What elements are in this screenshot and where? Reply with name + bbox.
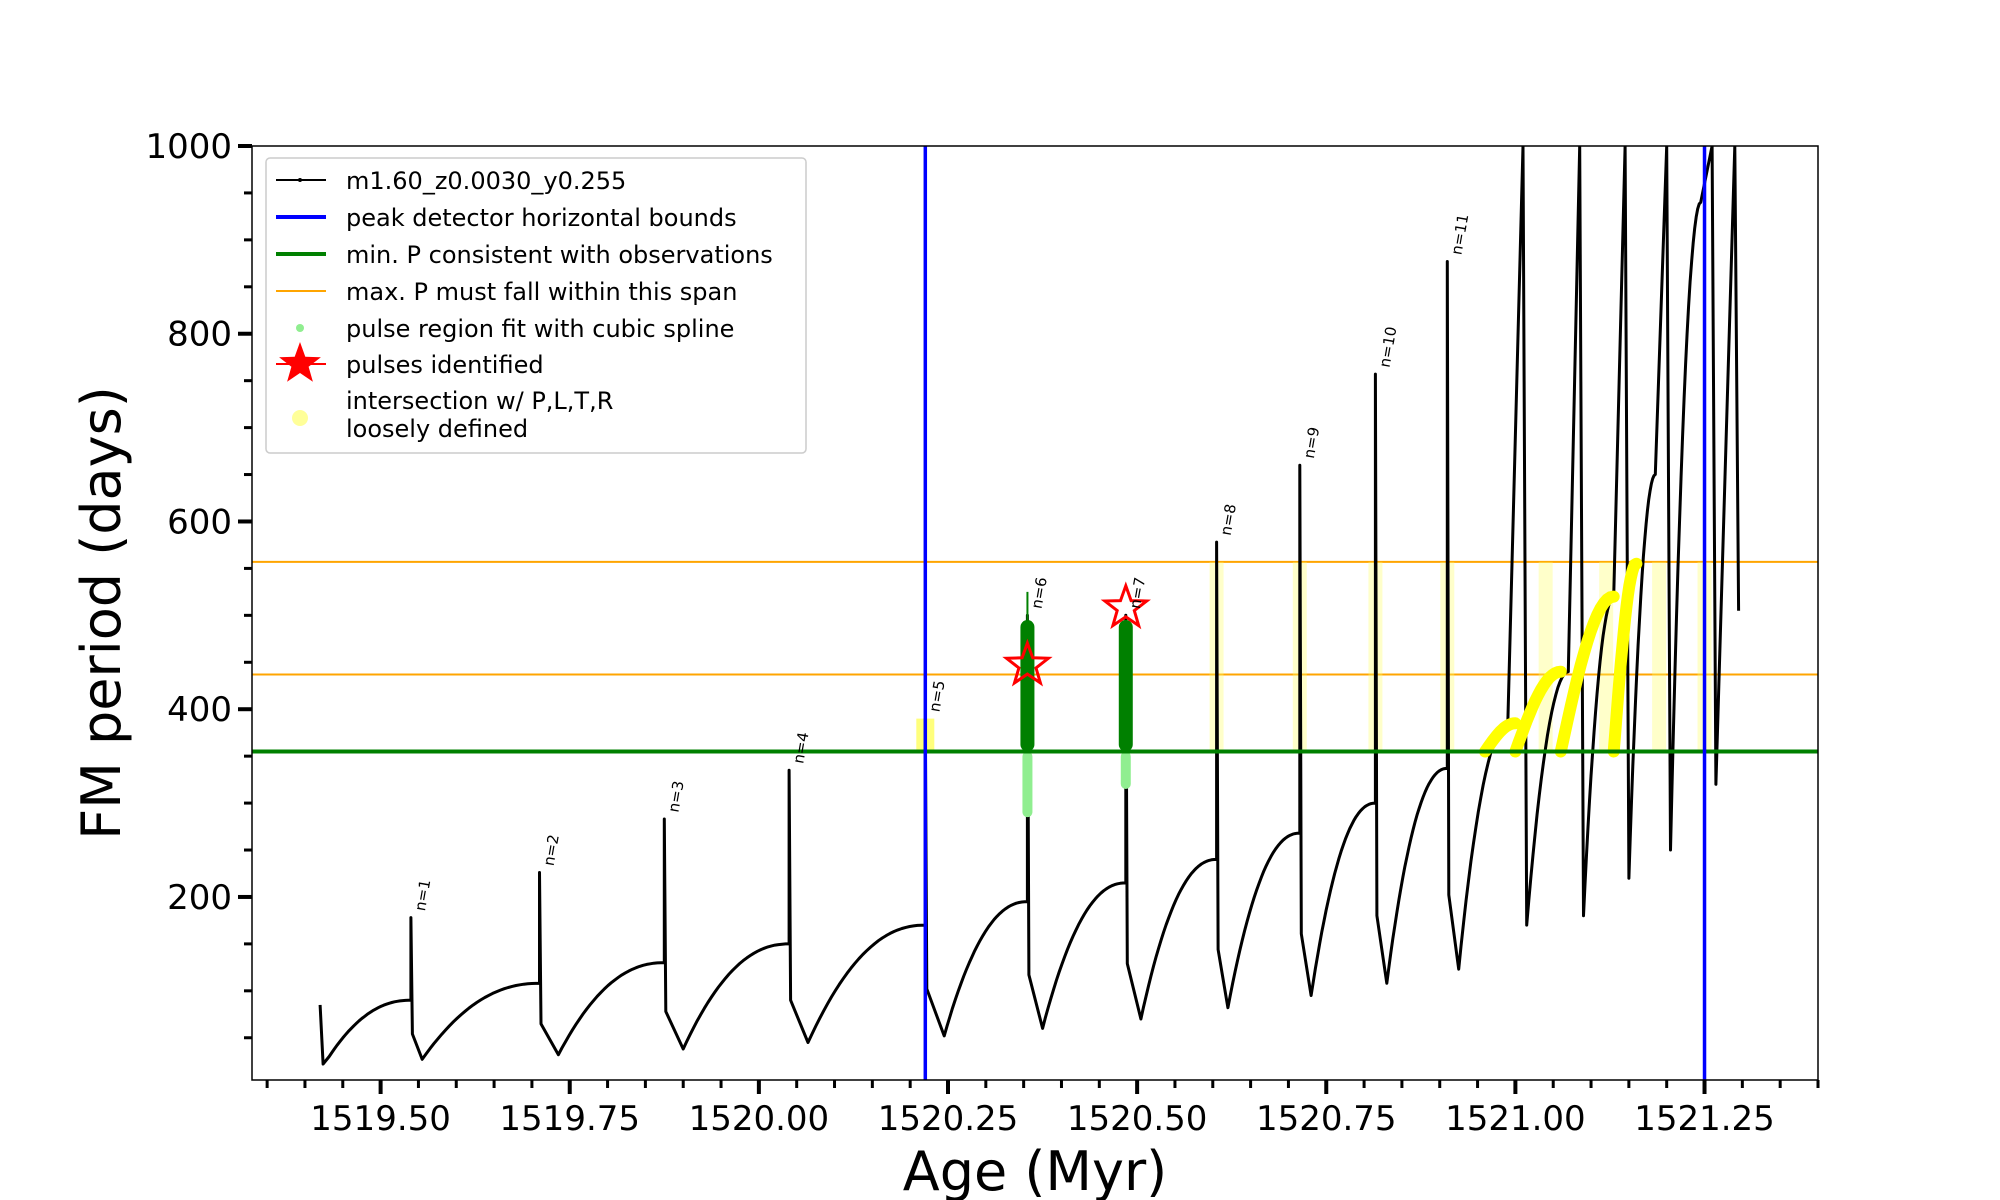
- light-green-fit-region-2: [1120, 751, 1131, 790]
- y-tick-label-5: 1000: [145, 127, 232, 167]
- series-m1.60-curve: [318, 146, 1741, 1066]
- yellow-intersection-arc-1: [1479, 717, 1522, 758]
- legend-label-7: intersection w/ P,L,T,R: [346, 387, 613, 415]
- x-tick-label-3: 1520.00: [689, 1099, 830, 1139]
- y-axis-title: FM period (days): [70, 386, 133, 840]
- y-tick-label-2: 400: [167, 690, 232, 730]
- legend-swatch-5: [296, 324, 304, 332]
- legend-label-2: peak detector horizontal bounds: [346, 204, 737, 232]
- legend-box: [265, 157, 807, 454]
- x-tick-label-4: 1520.25: [878, 1099, 1019, 1139]
- green-fit-region-2: [1118, 620, 1133, 752]
- pulse-label-5: n=5: [926, 679, 949, 713]
- pulse-label-3: n=3: [665, 779, 688, 813]
- legend-swatch-6: [279, 342, 321, 382]
- plot-area: n=1n=2n=3n=4n=5n=6 n=7n=8n=9n=10n=11: [252, 146, 1818, 1080]
- x-tick-label-5: 1520.50: [1067, 1099, 1208, 1139]
- plot-frame: [251, 145, 1819, 1081]
- pulse-label-7: n=7: [1126, 576, 1149, 610]
- legend-label-5: pulse region fit with cubic spline: [346, 315, 734, 343]
- yellow-intersection-arc-2: [1509, 665, 1567, 758]
- pulse-label-1: n=1: [411, 878, 434, 912]
- yellow-faint-region-7: [1652, 561, 1667, 752]
- legend-label-1: m1.60_z0.0030_y0.255: [346, 167, 626, 195]
- pulse-identified-star-2: [1100, 581, 1151, 630]
- legend-label-4: max. P must fall within this span: [346, 278, 737, 306]
- legend-label-7: loosely defined: [346, 415, 528, 443]
- x-tick-label-8: 1521.25: [1634, 1099, 1775, 1139]
- y-tick-label-4: 800: [167, 315, 232, 355]
- legend-swatch-7: [292, 410, 308, 426]
- plot-content: n=1n=2n=3n=4n=5n=6 n=7n=8n=9n=10n=11: [252, 146, 1818, 1080]
- y-tick-label-3: 600: [167, 502, 232, 542]
- legend-label-3: min. P consistent with observations: [346, 241, 773, 269]
- yellow-intersection-arc-3: [1554, 590, 1620, 758]
- x-tick-label-6: 1520.75: [1256, 1099, 1397, 1139]
- x-tick-label-2: 1519.75: [499, 1099, 640, 1139]
- x-axis-title: Age (Myr): [903, 1140, 1168, 1200]
- legend-marker-1: [298, 178, 302, 182]
- pulse-label-6: n=6: [1028, 576, 1051, 610]
- pulse-label-8: n=8: [1217, 503, 1240, 537]
- pulse-label-2: n=2: [540, 833, 563, 867]
- pulse-identified-star-1: [1002, 638, 1053, 687]
- yellow-faint-region-5: [1538, 561, 1553, 752]
- x-tick-label-7: 1521.00: [1445, 1099, 1586, 1139]
- light-green-fit-region-1: [1022, 751, 1033, 818]
- legend-label-6: pulses identified: [346, 351, 544, 379]
- pulse-label-4: n=4: [789, 731, 812, 765]
- axes: 200 400 600 800 1000 1519.50 1519.75 1520.00 152…: [145, 127, 1820, 1139]
- pulse-label-9: n=9: [1300, 426, 1323, 460]
- x-tick-label-1: 1519.50: [310, 1099, 451, 1139]
- yellow-intersection-arc-4: [1607, 557, 1643, 758]
- y-tick-label-1: 200: [167, 878, 232, 918]
